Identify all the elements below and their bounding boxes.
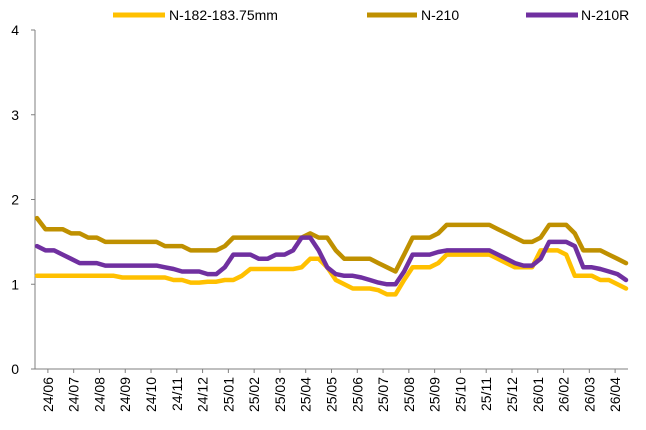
x-tick-label: 26/04	[607, 377, 623, 412]
y-axis: 0 1 2 3 4	[11, 22, 36, 377]
x-tick-label: 25/06	[349, 377, 365, 412]
y-tick-label: 2	[11, 192, 19, 208]
legend-label: N-182-183.75mm	[169, 7, 278, 23]
x-tick-label: 25/10	[452, 377, 468, 412]
x-tick-label: 25/07	[375, 377, 391, 412]
x-tick-label: 25/04	[298, 377, 314, 412]
x-tick-label: 24/09	[117, 377, 133, 412]
x-tick-label: 24/10	[143, 377, 159, 412]
series-line-1	[34, 215, 629, 274]
x-tick-label: 24/12	[195, 377, 211, 412]
series-line-2	[34, 235, 629, 287]
x-tick-label: 24/08	[91, 377, 107, 412]
y-tick-label: 4	[11, 22, 19, 38]
x-tick-label: 25/03	[272, 377, 288, 412]
x-tick-label: 26/02	[556, 377, 572, 412]
legend-label: N-210R	[581, 7, 629, 23]
x-tick-label: 24/11	[169, 377, 185, 411]
series-layer	[34, 215, 629, 297]
x-tick-label: 25/09	[427, 377, 443, 412]
x-tick-label: 25/01	[220, 377, 236, 412]
legend-label: N-210	[421, 7, 459, 23]
x-tick-label: 25/08	[401, 377, 417, 412]
legend: N-182-183.75mm N-210 N-210R	[113, 7, 629, 23]
x-axis: 24/06 24/07 24/08 24/09 24/10 24/11 24/12 25/01…	[35, 368, 628, 412]
y-tick-label: 0	[11, 361, 19, 377]
x-tick-label: 25/12	[504, 377, 520, 412]
x-tick-label: 24/07	[66, 377, 82, 412]
x-tick-label: 26/01	[530, 377, 546, 412]
x-tick-label: 25/05	[324, 377, 340, 412]
x-tick-label: 24/06	[40, 377, 56, 412]
x-tick-label: 25/02	[246, 377, 262, 412]
x-tick-label: 26/03	[581, 377, 597, 412]
y-tick-label: 3	[11, 107, 19, 123]
y-tick-label: 1	[11, 276, 19, 292]
x-tick-label: 25/11	[478, 377, 494, 411]
